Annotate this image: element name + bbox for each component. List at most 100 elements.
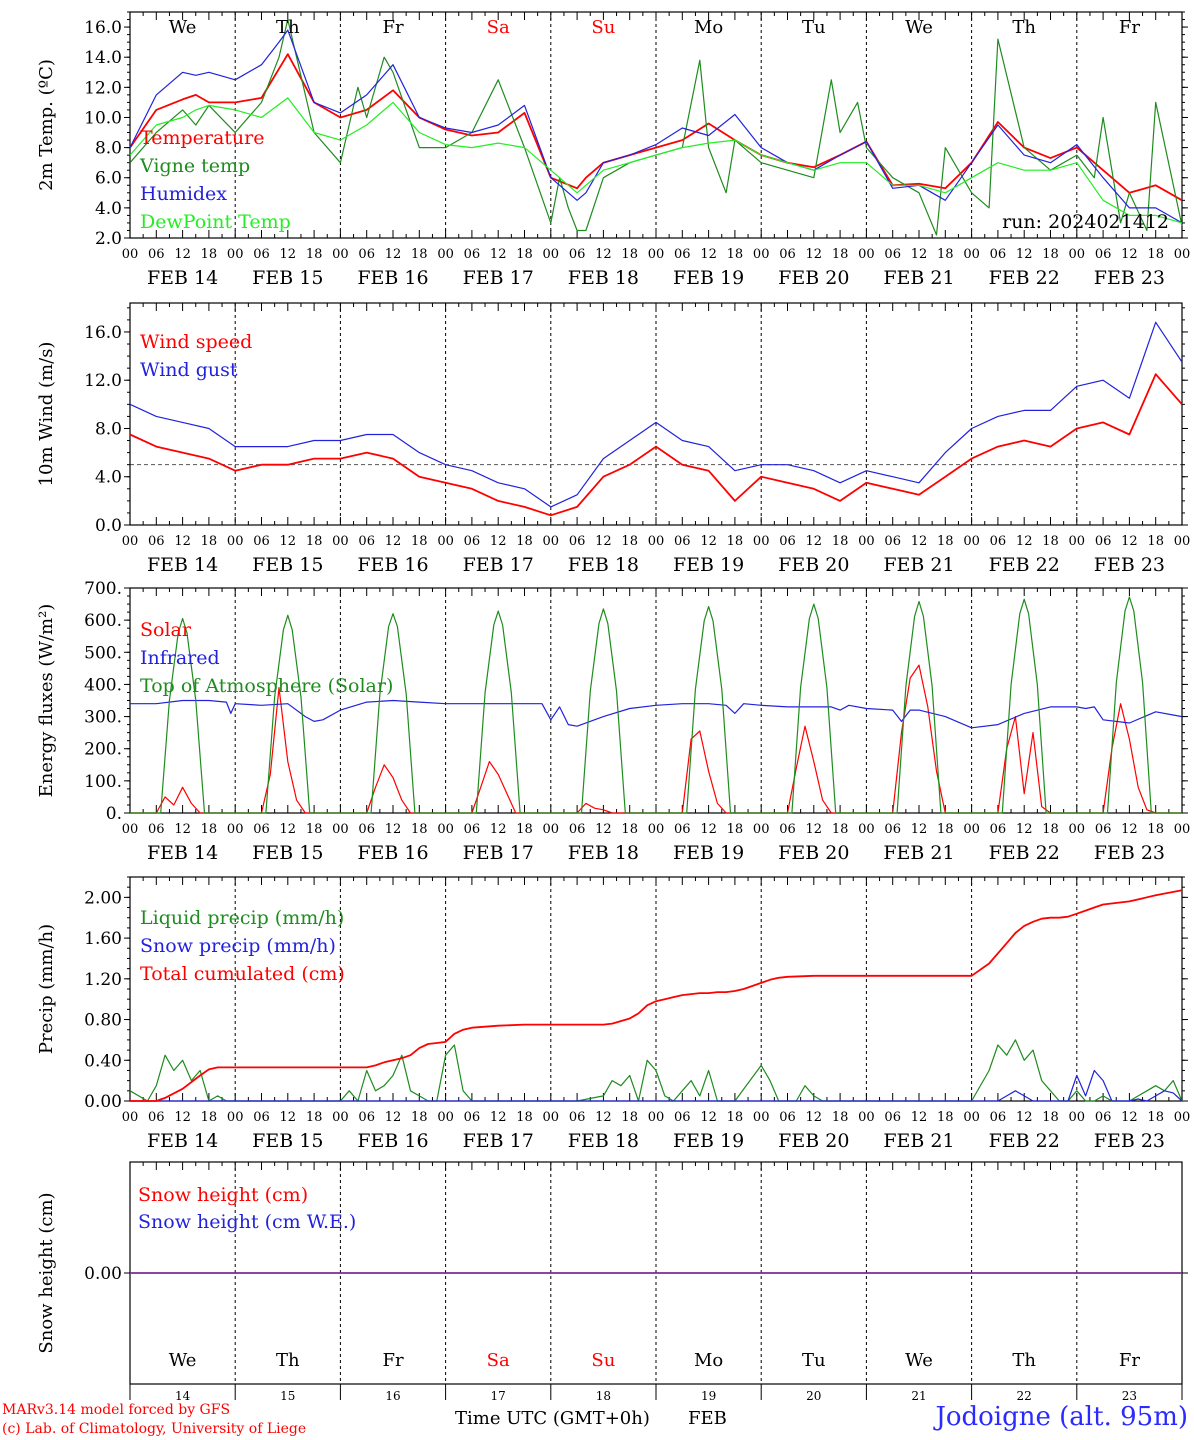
hour-tick-label: 00 [332,822,349,837]
y-tick-label: 1.20 [84,970,122,990]
hour-tick-label: 06 [253,1110,270,1125]
hour-tick-label: 12 [595,822,612,837]
y-axis-title: Snow height (cm) [36,1192,57,1353]
hour-tick-label: 12 [490,822,507,837]
date-label: FEB 14 [147,842,218,864]
hour-tick-label: 18 [516,1110,533,1125]
hour-tick-label: 06 [674,534,691,549]
hour-tick-label: 18 [621,822,638,837]
day-number-label: 15 [280,1389,295,1403]
hour-tick-label: 00 [227,247,244,262]
panel-5: 0.00 Snow height (cm) Snow height (cm) Snow… [36,1161,1188,1403]
hour-tick-label: 06 [148,247,165,262]
date-label: FEB 18 [568,1130,639,1152]
weekday-label: We [169,1350,197,1371]
hour-tick-label: 12 [385,822,402,837]
hour-tick-label: 18 [1042,822,1059,837]
hour-tick-label: 18 [306,534,323,549]
hour-tick-label: 00 [543,1110,560,1125]
y-tick-label: 8.0 [95,139,122,159]
station-name: Jodoigne (alt. 95m) [935,1402,1188,1432]
day-number-label: 23 [1122,1389,1137,1403]
hour-tick-label: 00 [437,247,454,262]
weekday-label: Sa [487,17,510,38]
y-tick-label: 10.0 [84,108,122,128]
hour-tick-label: 00 [753,1110,770,1125]
legend-entry: Top of Atmosphere (Solar) [140,675,393,697]
hour-tick-label: 06 [358,822,375,837]
date-label: FEB 17 [463,554,534,576]
date-label: FEB 18 [568,267,639,289]
legend-entry: DewPoint Temp [140,211,291,233]
hour-tick-label: 00 [858,247,875,262]
y-tick-label: 16.0 [84,18,122,38]
y-tick-label: 0.00 [84,1264,122,1284]
hour-tick-label: 12 [911,1110,928,1125]
hour-tick-label: 18 [832,247,849,262]
series-line-snow-precip-mm-h- [130,1069,1183,1102]
hour-tick-label: 06 [990,247,1007,262]
hour-tick-label: 06 [464,534,481,549]
hour-tick-label: 00 [1069,534,1086,549]
weekday-label: Fr [382,17,403,38]
series-line-dewpoint-temp [129,97,1183,224]
hour-tick-label: 00 [963,1110,980,1125]
legend-entry: Wind speed [140,331,252,353]
hour-tick-label: 18 [306,822,323,837]
panel-4: 0.00 0.40 0.80 1.20 1.60 2.00 Precip (mm/h) Liq… [36,876,1191,1152]
hour-tick-label: 06 [884,822,901,837]
weekday-label: Th [276,1350,300,1371]
hour-tick-label: 00 [753,534,770,549]
y-tick-label: 12.0 [84,78,122,98]
hour-tick-label: 12 [911,534,928,549]
series-line-wind-speed [129,373,1183,517]
hour-tick-label: 18 [1147,247,1164,262]
hour-tick-label: 18 [411,822,428,837]
weekday-label: We [905,1350,933,1371]
date-label: FEB 21 [883,267,954,289]
run-label: run: 2024021412 [1002,211,1169,233]
panel-1: 2.0 4.0 6.0 8.0 10.0 12.0 14.0 16.0 2m Temp. (ºC… [36,11,1191,289]
y-tick-label: 400. [84,675,122,695]
weekday-label: Su [591,1350,615,1371]
hour-tick-label: 06 [253,534,270,549]
hour-tick-label: 12 [595,534,612,549]
hour-tick-label: 18 [621,1110,638,1125]
hour-tick-label: 06 [569,534,586,549]
hour-tick-label: 18 [937,534,954,549]
weekday-label: Mo [694,17,723,38]
hour-tick-label: 06 [253,247,270,262]
hour-tick-label: 18 [727,534,744,549]
hour-tick-label: 12 [490,247,507,262]
y-tick-label: 300. [84,708,122,728]
hour-tick-label: 00 [1174,247,1191,262]
series-line-humidex [129,29,1183,224]
hour-tick-label: 12 [174,1110,191,1125]
date-label: FEB 20 [778,1130,849,1152]
y-axis-title: 2m Temp. (ºC) [36,59,57,191]
hour-tick-label: 12 [490,534,507,549]
hour-tick-label: 06 [779,1110,796,1125]
hour-tick-label: 18 [937,822,954,837]
hour-tick-label: 18 [1042,1110,1059,1125]
hour-tick-label: 12 [385,534,402,549]
hour-tick-label: 00 [332,1110,349,1125]
hour-tick-label: 00 [753,247,770,262]
hour-tick-label: 00 [122,1110,139,1125]
series-line-wind-gust [129,321,1183,508]
hour-tick-label: 18 [1042,534,1059,549]
legend-entry: Liquid precip (mm/h) [140,907,344,929]
weekday-label: Fr [1119,1350,1140,1371]
hour-tick-label: 12 [595,247,612,262]
hour-tick-label: 00 [227,534,244,549]
weekday-label: Su [591,17,615,38]
y-tick-label: 4.0 [95,468,122,488]
hour-tick-label: 06 [674,247,691,262]
hour-tick-label: 00 [1174,1110,1191,1125]
hour-tick-label: 18 [937,247,954,262]
legend-entry: Infrared [140,647,220,669]
date-label: FEB 18 [568,842,639,864]
y-tick-label: 0. [106,804,122,824]
hour-tick-label: 00 [963,247,980,262]
day-number-label: 18 [596,1389,611,1403]
